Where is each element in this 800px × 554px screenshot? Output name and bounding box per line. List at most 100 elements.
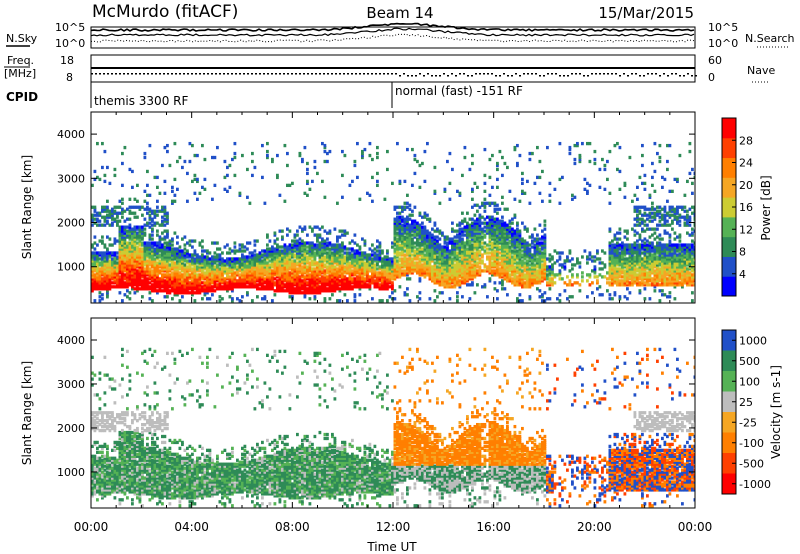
power-data-cell — [436, 261, 439, 265]
power-data-cell — [451, 271, 454, 275]
power-data-cell — [416, 263, 419, 267]
power-data-cell — [236, 297, 239, 301]
power-data-cell — [433, 221, 437, 225]
power-data-cell — [476, 239, 479, 243]
power-data-cell — [496, 217, 499, 221]
power-data-cell — [391, 281, 394, 285]
power-data-cell — [133, 197, 137, 201]
power-data-cell — [481, 261, 484, 265]
power-data-cell — [231, 249, 234, 253]
power-data-cell — [501, 219, 504, 223]
power-data-cell — [251, 267, 254, 271]
power-data-cell — [293, 249, 297, 253]
power-data-cell — [106, 251, 109, 255]
power-data-cell — [296, 261, 299, 265]
power-data-cell — [306, 269, 309, 273]
power-data-cell — [251, 253, 254, 257]
power-data-cell — [383, 269, 387, 273]
power-data-cell — [408, 233, 412, 237]
power-data-cell — [473, 233, 477, 237]
power-data-cell — [171, 239, 174, 243]
power-data-cell — [493, 229, 497, 233]
power-data-cell — [96, 273, 99, 277]
power-data-cell — [303, 145, 307, 150]
nave-point — [435, 75, 437, 77]
power-data-cell — [228, 271, 232, 275]
power-data-cell — [248, 269, 252, 273]
power-data-cell — [361, 263, 364, 267]
power-data-cell — [136, 247, 139, 251]
power-data-cell — [91, 289, 94, 293]
power-data-cell — [281, 235, 284, 239]
power-data-cell — [213, 257, 217, 261]
power-data-cell — [466, 239, 469, 243]
power-data-cell — [121, 269, 124, 273]
power-data-cell — [413, 257, 417, 261]
power-data-cell — [293, 253, 297, 257]
power-data-cell — [258, 271, 262, 275]
power-data-cell — [503, 249, 507, 253]
power-data-cell — [146, 243, 149, 247]
power-data-cell — [323, 241, 327, 245]
power-data-cell — [121, 161, 124, 166]
power-data-cell — [301, 267, 304, 271]
power-data-cell — [223, 159, 227, 164]
power-data-cell — [438, 253, 442, 257]
power-data-cell — [508, 275, 512, 279]
power-data-cell — [326, 275, 329, 279]
nave-point — [491, 73, 493, 75]
power-data-cell — [91, 253, 94, 257]
power-data-cell — [206, 285, 209, 289]
power-data-cell — [108, 181, 112, 186]
nave-point — [683, 75, 685, 77]
power-data-cell — [508, 233, 512, 237]
power-data-cell — [188, 261, 192, 265]
power-data-cell — [328, 253, 332, 257]
nave-point — [439, 75, 441, 77]
power-data-cell — [91, 245, 94, 249]
power-data-cell — [373, 267, 377, 271]
power-data-cell — [98, 269, 102, 273]
power-data-cell — [106, 287, 109, 291]
power-data-cell — [231, 271, 234, 275]
power-data-cell — [413, 241, 417, 245]
power-data-cell — [293, 269, 297, 273]
power-data-cell — [126, 255, 129, 259]
power-data-cell — [211, 263, 214, 267]
power-data-cell — [393, 221, 397, 225]
power-data-cell — [436, 269, 439, 273]
power-data-cell — [341, 259, 344, 263]
power-data-cell — [403, 201, 407, 205]
power-data-cell — [328, 287, 332, 291]
power-data-cell — [541, 257, 544, 261]
power-data-cell — [356, 265, 359, 269]
power-data-cell — [126, 243, 129, 247]
power-data-cell — [321, 281, 324, 285]
power-data-cell — [338, 289, 342, 293]
power-data-cell — [436, 229, 439, 233]
power-data-cell — [348, 265, 352, 269]
power-data-cell — [271, 251, 274, 255]
power-data-cell — [371, 243, 374, 247]
power-data-cell — [298, 269, 302, 273]
power-data-cell — [478, 227, 482, 231]
power-data-cell — [453, 239, 457, 243]
power-data-cell — [443, 259, 447, 263]
power-data-cell — [308, 269, 312, 273]
power-data-cell — [416, 251, 419, 255]
power-data-cell — [433, 277, 437, 281]
power-data-cell — [323, 243, 327, 247]
power-data-cell — [443, 281, 447, 285]
power-data-cell — [151, 277, 154, 281]
power-data-cell — [208, 285, 212, 289]
power-data-cell — [478, 221, 482, 225]
power-data-cell — [218, 247, 222, 251]
power-data-cell — [221, 273, 224, 277]
power-data-cell — [323, 259, 327, 263]
power-data-cell — [416, 255, 419, 259]
power-data-cell — [166, 247, 169, 251]
power-data-cell — [533, 257, 537, 261]
power-data-cell — [308, 261, 312, 265]
power-data-cell — [158, 239, 162, 243]
power-data-cell — [223, 277, 227, 281]
